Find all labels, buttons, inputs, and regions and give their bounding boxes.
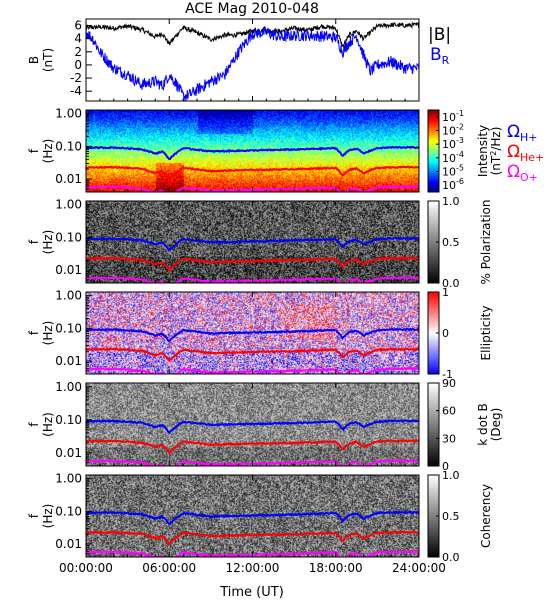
legend-omega-o-plus: ΩO+ <box>507 162 538 184</box>
gyro-line-h-plus <box>86 510 419 525</box>
y-tick-label: 6 <box>74 19 82 33</box>
colorbar-tick-label: 90 <box>442 377 456 390</box>
colorbar-tick-label: 60 <box>442 405 456 418</box>
panel-k-dot-b: 1.00 0.10 0.01 f (Hz) 90 60 30 0 k dot B (Deg) <box>27 377 503 473</box>
gyro-line-he-plus <box>86 347 419 362</box>
y-axis-label: B <box>27 56 41 64</box>
colorbar-label: Coherency <box>479 484 493 548</box>
y-tick-label: 1.00 <box>55 472 82 486</box>
colorbar <box>428 201 439 283</box>
x-tick-label: 00:00:00 <box>59 561 113 575</box>
gyro-line-he-plus <box>86 530 419 547</box>
colorbar-tick-label: 30 <box>442 432 456 445</box>
y-axis-label: f <box>27 148 41 153</box>
y-axis-label: f <box>27 513 41 518</box>
y-axis-unit: (Hz) <box>41 321 55 346</box>
chart-title: ACE Mag 2010-048 <box>185 1 319 17</box>
colorbar-unit: (nT2/Hz) <box>489 127 503 176</box>
colorbar-tick-label: 1.0 <box>442 195 460 208</box>
x-tick-label: 06:00:00 <box>142 561 196 575</box>
y-tick-label: 0.01 <box>55 354 82 368</box>
legend-omega-he-plus: ΩHe+ <box>507 142 544 164</box>
colorbar-tick-label: 10-4 <box>442 150 464 165</box>
colorbar <box>428 110 439 192</box>
colorbar <box>428 292 439 374</box>
colorbar-tick-label: 0.0 <box>442 277 460 290</box>
panel-intensity: 1.00 0.10 0.01 f (Hz) 10-110-210-310-410-510-… <box>27 107 544 193</box>
x-axis-label: Time (UT) <box>219 585 284 600</box>
series-b-radial-line <box>86 26 419 101</box>
y-tick-label: 2 <box>74 45 82 59</box>
y-tick-label: 1.00 <box>55 198 82 212</box>
y-axis-unit: (nT) <box>41 48 55 72</box>
colorbar-label: Intensity <box>476 125 490 177</box>
panel-coherency: 1.00 0.10 0.01 00:00:00 06:00:00 12:00:00 18:0… <box>27 469 493 575</box>
y-tick-label: 1.00 <box>55 107 82 121</box>
y-tick-label: 0.10 <box>55 230 82 244</box>
legend-omega-h-plus: ΩH+ <box>507 122 538 144</box>
y-tick-label: 4 <box>74 32 82 46</box>
y-axis-label: f <box>27 239 41 244</box>
y-tick-label: 0.01 <box>55 263 82 277</box>
y-tick-label: 0 <box>74 58 82 72</box>
gyro-line-h-plus <box>86 236 419 251</box>
y-axis-unit: (Hz) <box>41 412 55 437</box>
panel-ellipticity: 1.00 0.10 0.01 f (Hz) 1 0 -1 Ellipticity <box>27 286 493 381</box>
colorbar <box>428 383 439 466</box>
colorbar-unit: (Deg) <box>489 408 503 442</box>
gyro-line-h-plus <box>86 419 419 434</box>
y-axis-label: f <box>27 422 41 427</box>
colorbar-tick-label: 10-5 <box>442 164 464 179</box>
colorbar-tick-label: 10-6 <box>442 177 464 192</box>
colorbar-tick-label: 10-1 <box>442 109 464 124</box>
gyro-line-h-plus <box>86 145 419 161</box>
panel-polarization: 1.00 0.10 0.01 f (Hz) 1.0 0.5 0.0 % Polarization <box>27 195 493 290</box>
x-tick-label: 18:00:00 <box>309 561 363 575</box>
colorbar-label: Ellipticity <box>479 306 493 361</box>
legend-b-radial: BR <box>430 45 450 67</box>
y-axis-label: f <box>27 330 41 335</box>
y-tick-label: 0.10 <box>55 321 82 335</box>
x-tick-label: 24:00:00 <box>392 561 446 575</box>
y-tick-label: 0.01 <box>55 446 82 460</box>
colorbar-tick-label: 0.5 <box>442 510 460 523</box>
y-axis-unit: (Hz) <box>41 230 55 255</box>
gyro-line-he-plus <box>86 256 419 273</box>
colorbar-tick-label: -1 <box>442 368 453 381</box>
colorbar-tick-label: 0 <box>442 327 449 340</box>
colorbar-tick-label: 0 <box>442 460 449 473</box>
colorbar-tick-label: 0.5 <box>442 236 460 249</box>
y-tick-label: 1.00 <box>55 380 82 394</box>
colorbar-label: k dot B <box>476 403 490 445</box>
colorbar-label: % Polarization <box>479 200 493 285</box>
y-tick-label: -4 <box>70 84 82 98</box>
colorbar-tick-label: 1 <box>442 286 449 299</box>
legend-b-magnitude: |B| <box>428 25 451 45</box>
y-tick-label: -2 <box>70 71 82 85</box>
colorbar-frame <box>427 382 440 467</box>
gyro-line-he-plus <box>86 439 419 455</box>
x-tick-label: 12:00:00 <box>226 561 280 575</box>
colorbar-tick-label: 10-3 <box>442 136 464 151</box>
colorbar <box>428 475 439 557</box>
y-tick-label: 0.01 <box>55 172 82 186</box>
colorbar-frame <box>427 109 440 193</box>
colorbar-tick-label: 1.0 <box>442 469 460 482</box>
y-axis-unit: (Hz) <box>41 139 55 164</box>
gyro-line-h-plus <box>86 327 419 343</box>
y-axis-unit: (Hz) <box>41 504 55 529</box>
y-tick-label: 0.10 <box>55 413 82 427</box>
colorbar-tick-label: 10-2 <box>442 123 464 138</box>
gyro-line-he-plus <box>86 165 419 182</box>
y-tick-label: 0.01 <box>55 537 82 551</box>
y-tick-label: 0.10 <box>55 139 82 153</box>
y-tick-label: 1.00 <box>55 289 82 303</box>
series-b-magnitude-line <box>86 21 419 48</box>
y-tick-label: 0.10 <box>55 504 82 518</box>
colorbar-tick-label: 0.0 <box>442 551 460 564</box>
